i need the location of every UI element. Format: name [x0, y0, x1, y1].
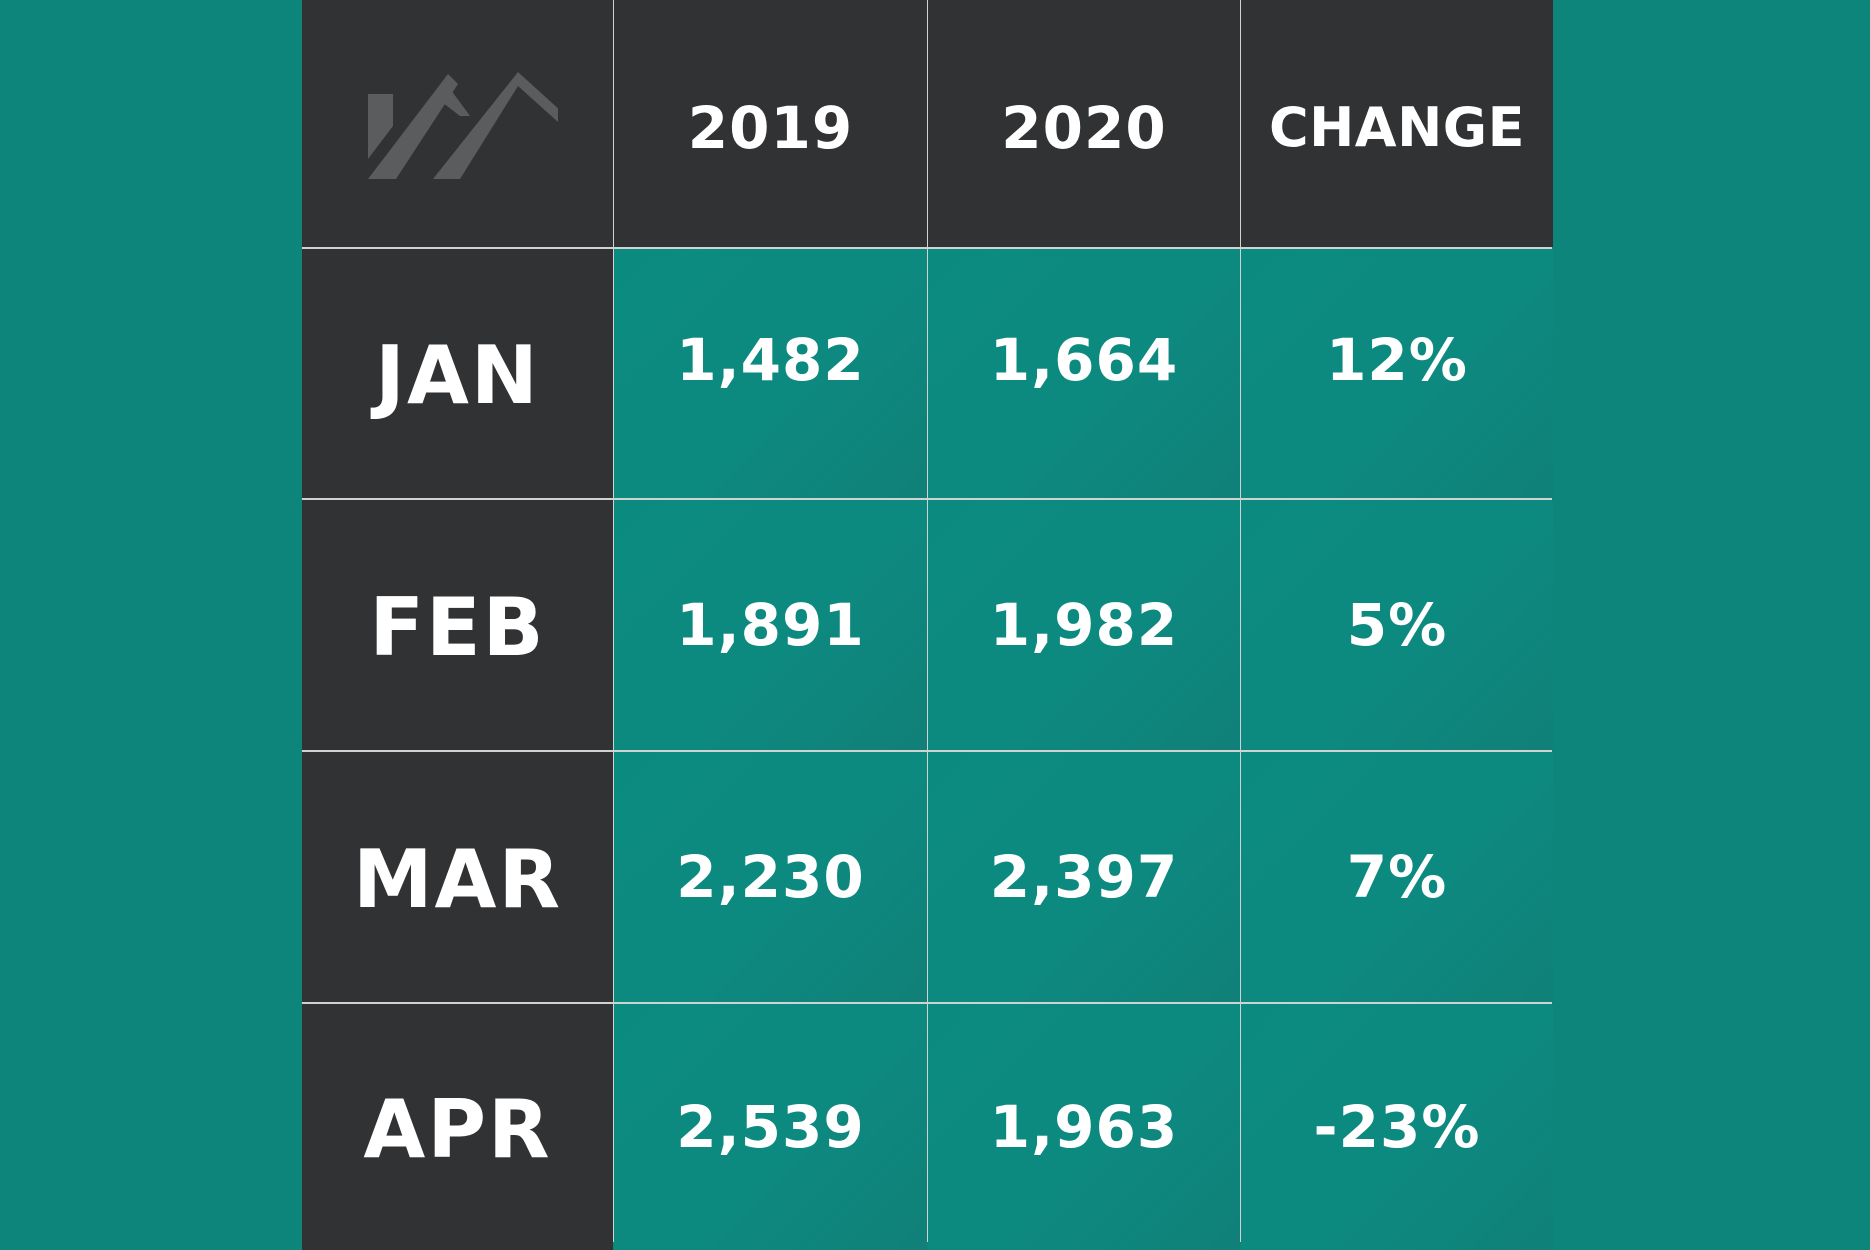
row-header-apr: APR	[302, 1004, 613, 1250]
table-cell: 1,664	[928, 249, 1240, 498]
column-header-2019: 2019	[614, 0, 927, 247]
table-cell: 12%	[1241, 249, 1553, 498]
table-cell: 1,982	[928, 500, 1240, 750]
row-header-feb: FEB	[302, 500, 613, 750]
column-header-2020: 2020	[928, 0, 1240, 247]
table-cell: 1,891	[614, 500, 927, 750]
table-cell: -23%	[1241, 1004, 1553, 1250]
table-cell: 5%	[1241, 500, 1553, 750]
table-cell: 2,397	[928, 752, 1240, 1002]
logo-cell	[302, 0, 613, 247]
table-cell: 2,539	[614, 1004, 927, 1250]
row-header-mar: MAR	[302, 752, 613, 1002]
table-cell: 2,230	[614, 752, 927, 1002]
table-cell: 1,482	[614, 249, 927, 498]
table-cell: 1,963	[928, 1004, 1240, 1250]
comparison-table: 2019 2020 CHANGE JAN 1,482 1,664 12% FEB…	[302, 0, 1553, 1250]
rooftops-logo-icon	[367, 71, 558, 179]
table-cell: 7%	[1241, 752, 1553, 1002]
row-header-jan: JAN	[302, 249, 613, 498]
column-header-change: CHANGE	[1241, 0, 1553, 247]
